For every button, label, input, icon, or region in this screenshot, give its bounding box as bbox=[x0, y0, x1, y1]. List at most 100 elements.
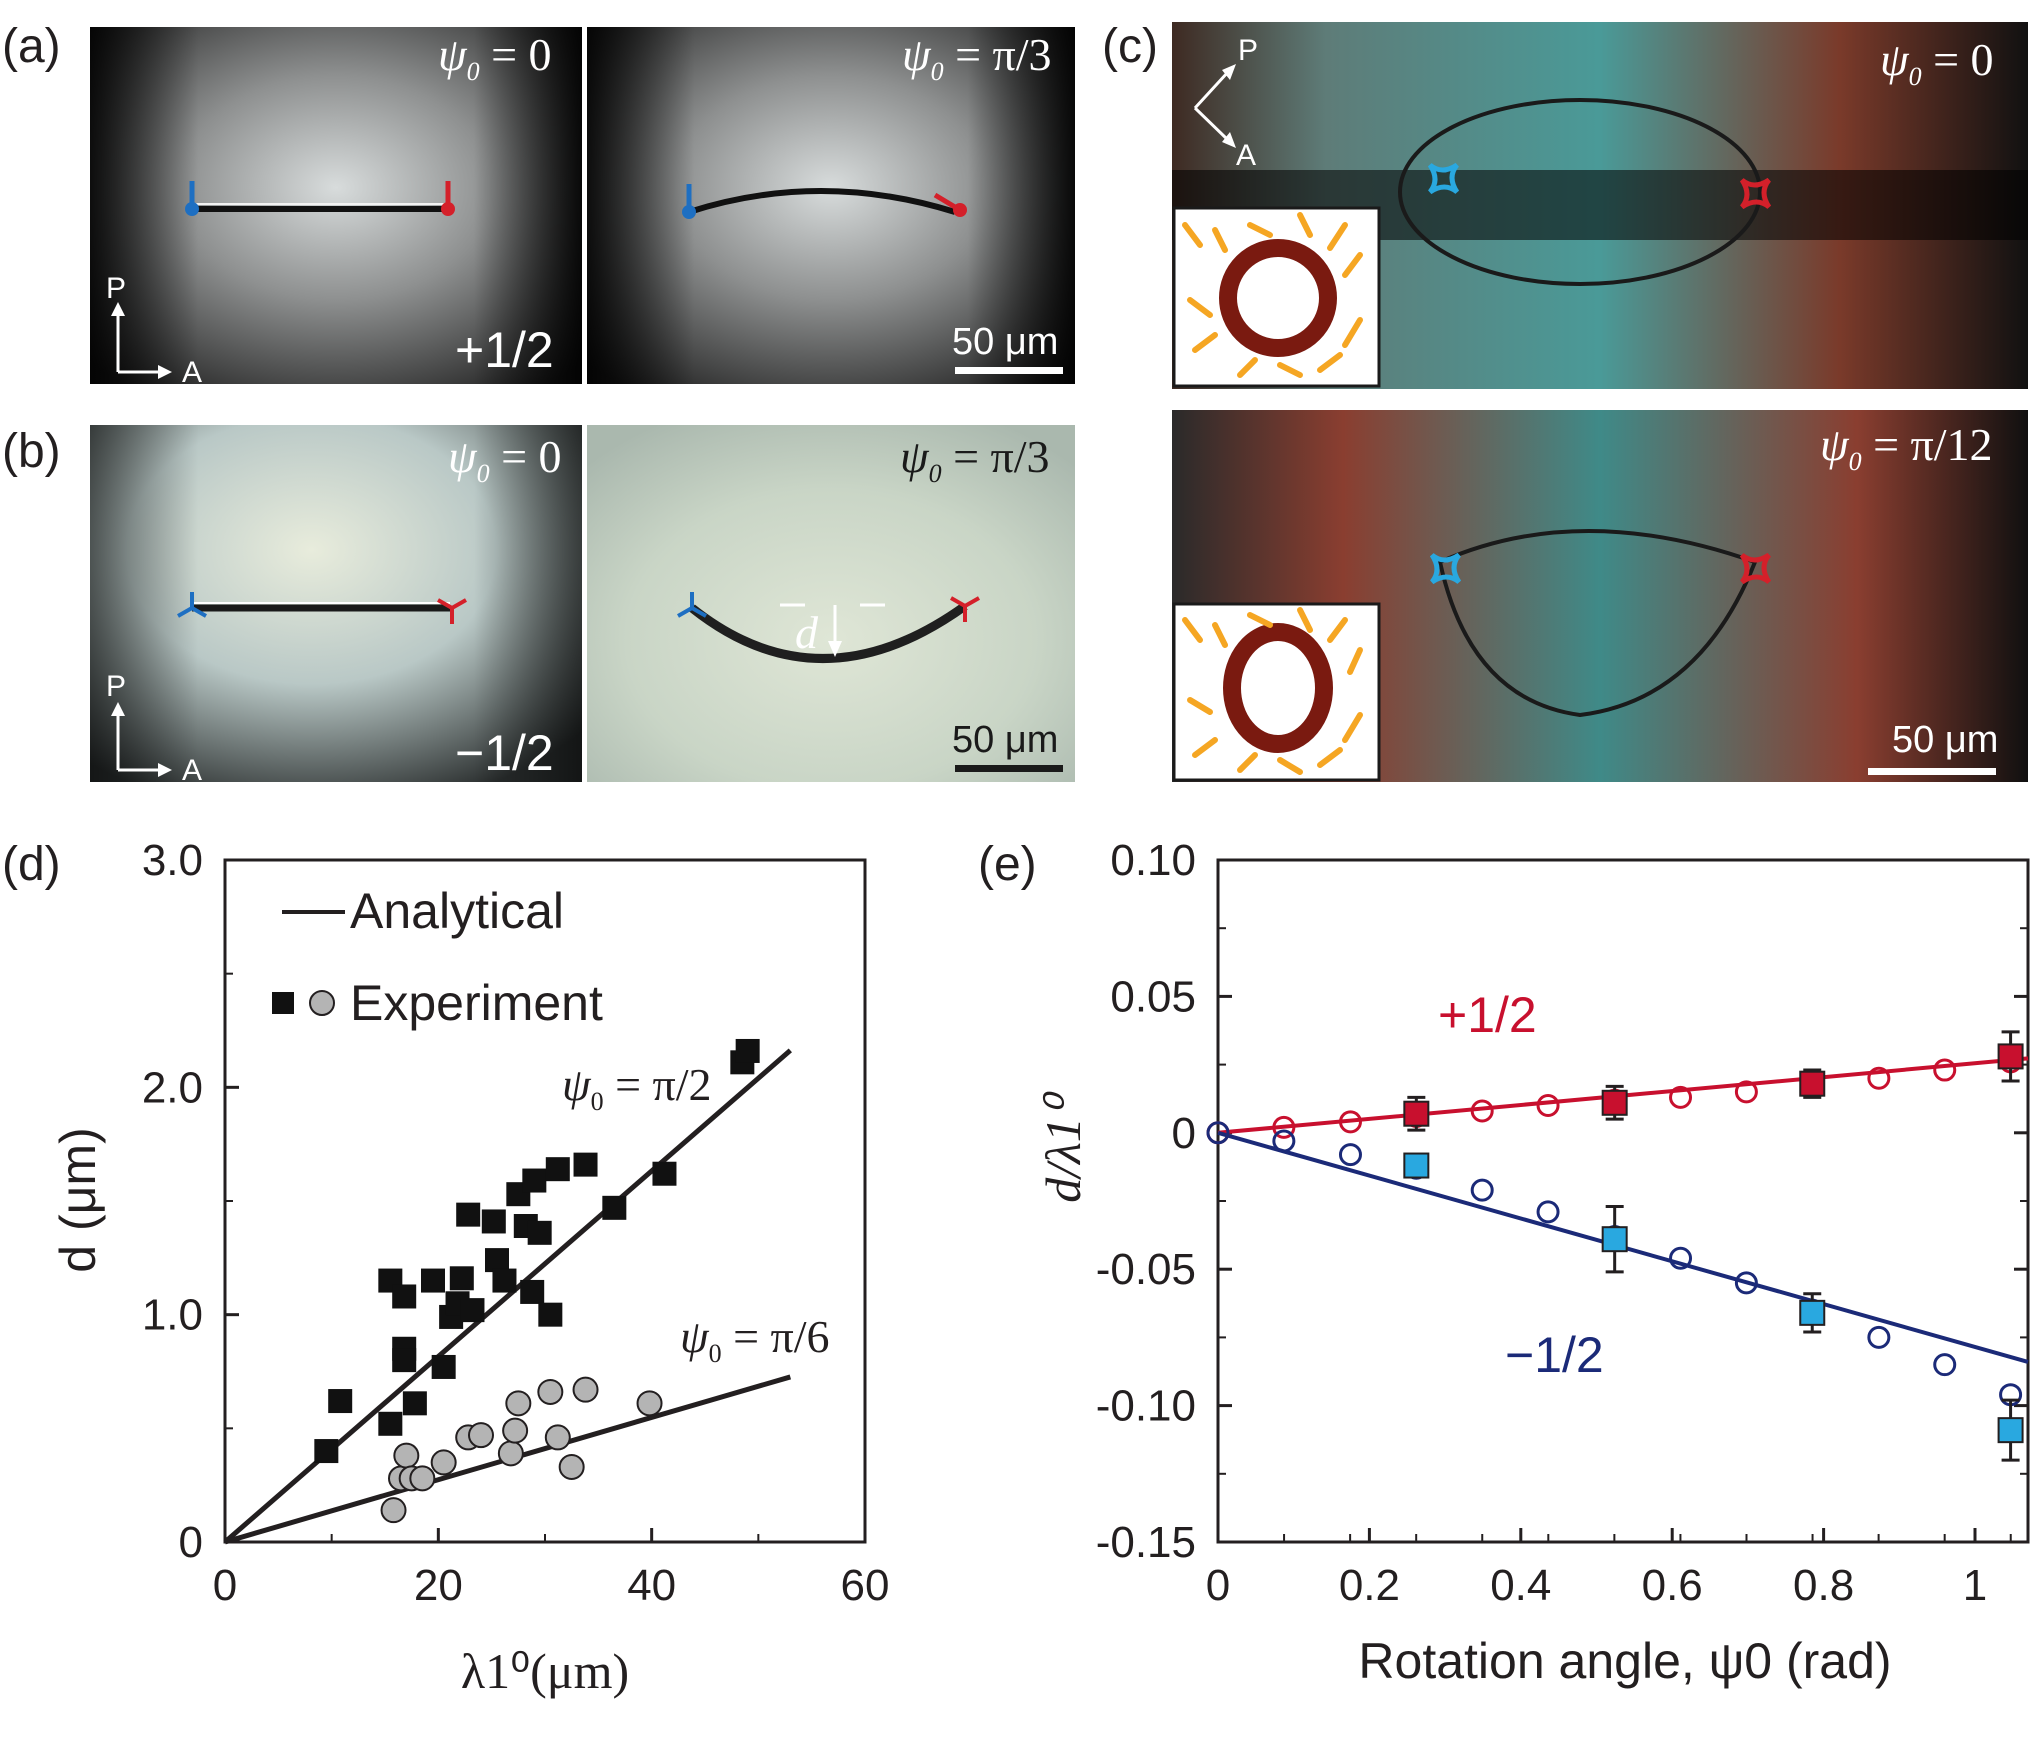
chart-e-xtick-label: 0.6 bbox=[1642, 1561, 1703, 1610]
chart-e-open-circle-point bbox=[1734, 1271, 1758, 1295]
panel-a-label: (a) bbox=[2, 20, 61, 73]
defect-red-c-bottom bbox=[1739, 552, 1772, 585]
chart-e-open-circle-point bbox=[1536, 1094, 1560, 1118]
chart-d-circle-point bbox=[505, 1390, 532, 1417]
chart-e-square-point bbox=[1799, 1299, 1826, 1326]
chart-e-square-point bbox=[1997, 1043, 2024, 1070]
chart-d-xlabel: λ1⁰(μm) bbox=[461, 1643, 629, 1699]
chart-d-square-point bbox=[431, 1354, 456, 1379]
chart-d-square-point bbox=[485, 1248, 509, 1273]
chart-d-ylabel: d (μm) bbox=[50, 1127, 106, 1272]
chart-e-open-circle-point bbox=[1272, 1115, 1296, 1139]
chart-e-frame bbox=[1216, 858, 2030, 1544]
chart-d-square-point bbox=[392, 1348, 417, 1373]
chart-d-circle-point bbox=[409, 1465, 436, 1492]
defect-red-c-top bbox=[1739, 177, 1772, 210]
panel-c-bottom-image: ψ0 = π/12 50 μm bbox=[1172, 410, 2028, 782]
chart-d-xtick-label: 20 bbox=[414, 1561, 463, 1610]
chart-d-circle-point bbox=[544, 1424, 571, 1451]
chart-d-square-point bbox=[538, 1302, 563, 1327]
scale-bar-label-a: 50 μm bbox=[952, 321, 1058, 363]
chart-d-xtick-label: 60 bbox=[841, 1561, 890, 1610]
chart-d-xtick-label: 0 bbox=[213, 1561, 237, 1610]
polarizer-label: P bbox=[106, 272, 126, 305]
chart-e-open-circle-point bbox=[1272, 1129, 1296, 1153]
chart-e-open-circle-point bbox=[1933, 1058, 1957, 1082]
chart-e-square-point bbox=[1997, 1417, 2024, 1444]
deflection-d-label: d bbox=[795, 607, 819, 658]
chart-d-square-point bbox=[735, 1038, 760, 1063]
scale-bar-c bbox=[1868, 768, 1996, 775]
chart-d-circle-point bbox=[558, 1453, 585, 1480]
chart-d-ytick-label: 2.0 bbox=[142, 1063, 203, 1112]
chart-d-square-point bbox=[378, 1411, 403, 1436]
chart-d-square-point bbox=[421, 1268, 445, 1293]
chart-e-xtick-label: 0.2 bbox=[1339, 1561, 1400, 1610]
chart-d-circle-point bbox=[636, 1390, 663, 1417]
chart-e-ytick-label: -0.05 bbox=[1096, 1245, 1196, 1294]
chart-d-square-point bbox=[520, 1279, 545, 1304]
chart-e-ytick-label: 0 bbox=[1172, 1109, 1196, 1158]
chart-e-square-point bbox=[1601, 1226, 1628, 1253]
chart-d-square-point bbox=[481, 1209, 506, 1234]
chart-d-analytical-line bbox=[223, 1048, 792, 1544]
chart-d-square-point bbox=[545, 1157, 570, 1182]
legend-square-swatch bbox=[272, 992, 294, 1014]
chart-d-xtick-label: 40 bbox=[627, 1561, 676, 1610]
psi-label-b-right: ψ0 = π/3 bbox=[900, 431, 1050, 488]
chart-d-square-point bbox=[652, 1161, 677, 1186]
psi-label-b-left: ψ0 = 0 bbox=[448, 431, 562, 488]
chart-e-xtick-label: 0 bbox=[1206, 1561, 1230, 1610]
psi-label-a-left: ψ0 = 0 bbox=[438, 29, 552, 86]
chart-e-open-circle-point bbox=[1536, 1200, 1560, 1224]
psi-label-c-top: ψ0 = 0 bbox=[1880, 34, 1994, 91]
chart-e-open-circle-point bbox=[1734, 1080, 1758, 1104]
inset-rods-top bbox=[1182, 212, 1363, 378]
chart-d-circle-point bbox=[468, 1422, 494, 1449]
analyzer-label-c: A bbox=[1236, 139, 1256, 172]
chart-d-square-point bbox=[522, 1168, 547, 1193]
polarizer-label-b: P bbox=[106, 670, 126, 703]
scale-bar-label-c: 50 μm bbox=[1892, 719, 1998, 761]
chart-e-xtick-label: 1 bbox=[1963, 1561, 1987, 1610]
minus-half-defect-red bbox=[437, 598, 467, 624]
chart-d-circle-point bbox=[497, 1440, 524, 1467]
charge-label-a: +1/2 bbox=[455, 322, 554, 378]
inset-ring-top bbox=[1219, 239, 1337, 357]
inset-schematic-top bbox=[1172, 206, 1381, 388]
legend-analytical: Analytical bbox=[350, 883, 564, 939]
panel-b-right-image: d ψ0 = π/3 50 μm bbox=[587, 425, 1075, 782]
scale-bar-b bbox=[955, 765, 1063, 772]
chart-e-open-circle-point bbox=[1867, 1066, 1891, 1090]
charge-label-minus: −1/2 bbox=[1505, 1327, 1604, 1383]
chart-d-square-point bbox=[492, 1268, 517, 1293]
chart-d-square-point bbox=[392, 1284, 417, 1309]
chart-e-open-circle-point bbox=[1867, 1325, 1891, 1349]
polarizer-label-c: P bbox=[1238, 34, 1258, 67]
scale-bar-a bbox=[955, 367, 1063, 374]
chart-d-square-point bbox=[527, 1220, 552, 1245]
chart-d-circle-point bbox=[380, 1497, 407, 1524]
chart-e-open-circle-point bbox=[1206, 1121, 1230, 1145]
chart-e-square-point bbox=[1403, 1100, 1430, 1127]
chart-d-square-point bbox=[314, 1439, 339, 1464]
chart-e-ylabel: d/λ1⁰ bbox=[1035, 1090, 1091, 1203]
chart-e-square-point bbox=[1601, 1089, 1628, 1116]
chart-e-open-circle-point bbox=[1669, 1246, 1693, 1270]
chart-e-square-point bbox=[1799, 1070, 1826, 1097]
minus-half-defect-blue bbox=[177, 592, 207, 618]
panel-b-left-image: ψ0 = 0 −1/2 P A bbox=[90, 425, 582, 787]
inset-rods-bottom bbox=[1182, 607, 1363, 775]
chart-e-open-circle-point bbox=[1338, 1143, 1362, 1167]
chart-e-ytick-label: 0.10 bbox=[1110, 836, 1196, 885]
defect-blue-c-top bbox=[1427, 162, 1460, 195]
panel-c-label: (c) bbox=[1102, 20, 1158, 73]
chart-d-square-point bbox=[449, 1266, 474, 1291]
scale-bar-label-b: 50 μm bbox=[952, 719, 1058, 761]
annotation-pi-over-6: ψ0 = π/6 bbox=[680, 1311, 830, 1368]
annotation-pi-over-2: ψ0 = π/2 bbox=[562, 1059, 712, 1116]
psi-label-a-right: ψ0 = π/3 bbox=[902, 29, 1052, 86]
chart-d-circle-point bbox=[537, 1378, 564, 1405]
